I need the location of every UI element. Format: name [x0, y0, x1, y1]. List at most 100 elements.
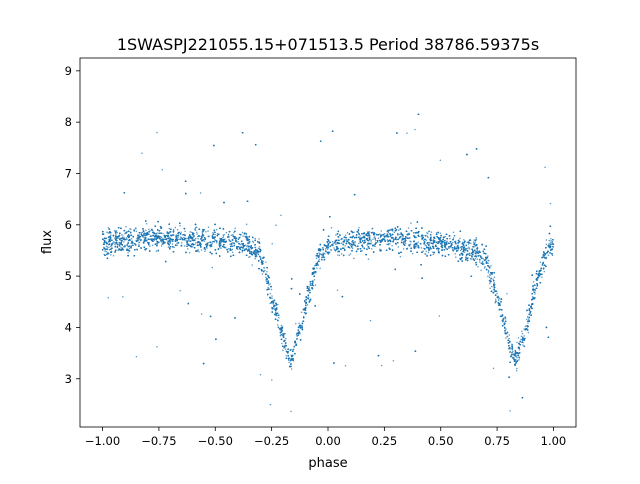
data-point: [406, 132, 408, 134]
data-point: [523, 335, 525, 337]
data-point: [234, 227, 236, 230]
data-point: [113, 241, 115, 243]
data-point: [108, 249, 111, 251]
data-point: [514, 358, 517, 361]
data-point: [169, 242, 172, 245]
data-point: [510, 348, 512, 350]
data-point: [475, 237, 477, 239]
data-point: [191, 245, 194, 248]
data-point: [323, 252, 325, 255]
data-point: [277, 303, 279, 306]
data-point: [212, 231, 214, 234]
data-point: [453, 246, 456, 248]
data-point: [439, 159, 442, 162]
data-point: [280, 214, 282, 217]
data-point: [470, 258, 473, 260]
data-point: [266, 270, 268, 273]
data-point: [354, 240, 356, 243]
data-point: [520, 335, 523, 338]
data-point: [177, 236, 179, 238]
data-point: [265, 276, 267, 279]
data-point: [284, 348, 287, 350]
data-point: [409, 243, 412, 246]
data-point: [172, 231, 175, 234]
data-point: [551, 254, 554, 257]
data-point: [106, 231, 108, 233]
data-point: [392, 359, 395, 362]
data-point: [194, 242, 197, 244]
data-point: [176, 242, 178, 245]
data-point: [180, 242, 183, 244]
data-point: [139, 238, 141, 240]
data-point: [386, 243, 388, 245]
data-point: [314, 264, 317, 267]
data-point: [265, 280, 268, 283]
data-point: [407, 227, 410, 229]
data-point: [410, 222, 412, 224]
data-point: [456, 246, 458, 248]
data-point: [390, 228, 392, 230]
data-point: [324, 248, 327, 250]
data-point: [185, 237, 188, 240]
data-point: [463, 251, 466, 253]
data-point: [308, 285, 310, 288]
data-point: [549, 244, 551, 246]
data-point: [379, 236, 382, 239]
data-point: [314, 284, 317, 286]
data-point: [380, 230, 383, 232]
data-point: [404, 242, 407, 244]
data-point: [550, 238, 552, 240]
data-point: [520, 338, 522, 340]
data-point: [307, 296, 310, 298]
data-point: [264, 269, 266, 272]
data-point: [337, 254, 339, 256]
data-point: [483, 263, 485, 265]
data-point: [393, 231, 396, 234]
data-point: [415, 236, 418, 239]
data-point: [214, 233, 216, 236]
data-point: [521, 330, 523, 332]
data-point: [534, 296, 536, 299]
data-point: [229, 243, 231, 245]
data-point: [172, 228, 175, 231]
data-point: [480, 269, 482, 271]
data-point: [203, 228, 206, 231]
data-point: [331, 240, 334, 243]
data-point: [176, 228, 179, 231]
data-point: [336, 247, 338, 249]
data-point: [167, 246, 170, 248]
data-point: [454, 253, 457, 255]
data-point: [501, 320, 504, 323]
data-point: [335, 243, 337, 245]
data-point: [271, 243, 273, 245]
data-point: [171, 243, 174, 245]
data-point: [141, 152, 143, 154]
data-point: [489, 282, 491, 285]
data-point: [151, 234, 153, 237]
data-point: [511, 356, 514, 359]
data-point: [338, 254, 341, 257]
data-point: [309, 282, 312, 285]
data-point: [399, 255, 402, 258]
data-point: [526, 315, 529, 318]
data-point: [448, 242, 451, 245]
data-point: [521, 332, 524, 335]
data-point: [112, 254, 115, 257]
data-point: [332, 242, 334, 245]
data-point: [515, 360, 517, 362]
data-point: [285, 337, 287, 340]
data-point: [265, 261, 267, 263]
data-point: [524, 325, 527, 328]
data-point: [190, 231, 193, 234]
data-point: [292, 348, 295, 351]
data-point: [122, 245, 125, 248]
data-point: [370, 239, 372, 241]
data-point: [318, 258, 320, 260]
data-point: [104, 250, 106, 252]
data-point: [271, 379, 273, 381]
data-point: [467, 243, 470, 245]
data-point: [550, 241, 552, 244]
data-point: [231, 245, 234, 248]
data-point: [281, 342, 283, 345]
data-point: [468, 246, 470, 249]
